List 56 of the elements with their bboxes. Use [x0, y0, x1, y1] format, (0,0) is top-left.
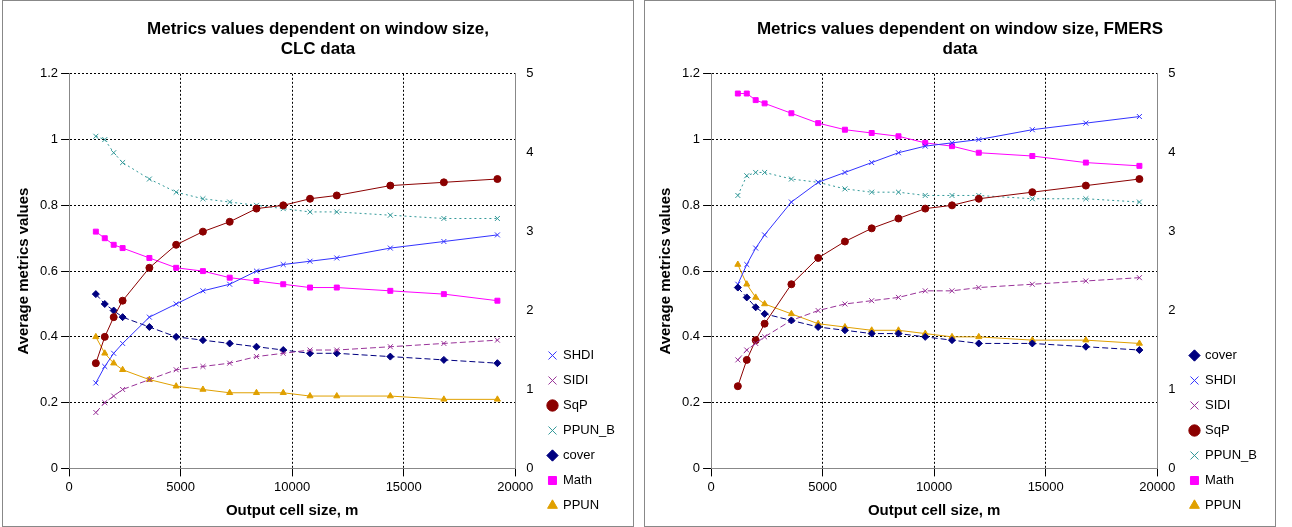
x-axis-title: Output cell size, m: [867, 501, 1001, 519]
x-tick-label: 20000: [1139, 478, 1176, 494]
y-tick-label: 1.2: [39, 65, 59, 81]
y-axis-title: Average metrics values: [656, 187, 674, 355]
y-axis-title: Average metrics values: [14, 187, 32, 355]
legend-label: cover: [1204, 347, 1238, 363]
y-tick-label: 0: [50, 459, 59, 475]
y2-tick-label: 1: [1168, 381, 1176, 397]
y-tick-label: 0.2: [39, 394, 59, 410]
y-tick-label: 0.4: [39, 328, 59, 344]
legend-label: SIDI: [1204, 397, 1231, 413]
x-tick-label: 15000: [385, 478, 422, 494]
x-tick-label: 15000: [1027, 478, 1064, 494]
chart-title: Metrics values dependent on window size, CLC data: [147, 18, 489, 59]
legend-label: PPUN: [562, 497, 600, 513]
y2-tick-label: 5: [526, 65, 534, 81]
y-tick-label: 0.6: [39, 262, 59, 278]
y-tick-label: 0.4: [681, 328, 701, 344]
y2-tick-label: 3: [1168, 223, 1176, 239]
legend-label: SIDI: [562, 372, 589, 388]
y2-tick-label: 0: [526, 459, 534, 475]
legend-label: cover: [562, 447, 596, 463]
legend-label: Math: [1204, 472, 1234, 488]
legend-label: SqP: [562, 397, 588, 413]
legend-label: Math: [562, 472, 592, 488]
x-tick-label: 0: [65, 478, 73, 494]
x-tick-label: 5000: [166, 478, 196, 494]
legend-label: PPUN: [1204, 497, 1242, 513]
y-tick-label: 0: [692, 459, 701, 475]
y2-tick-label: 2: [1168, 302, 1176, 318]
y2-tick-label: 4: [526, 144, 534, 160]
legend-label: SHDI: [1204, 372, 1237, 388]
y2-tick-label: 5: [1168, 65, 1176, 81]
legend-label: PPUN_B: [562, 422, 616, 438]
y2-tick-label: 0: [1168, 459, 1176, 475]
x-tick-label: 10000: [274, 478, 311, 494]
x-tick-label: 0: [707, 478, 715, 494]
y-tick-label: 0.6: [681, 262, 701, 278]
y2-tick-label: 2: [526, 302, 534, 318]
y-tick-label: 1: [692, 131, 701, 147]
y-tick-label: 0.2: [681, 394, 701, 410]
chart-title: Metrics values dependent on window size, FMERS data: [756, 18, 1164, 59]
legend-label: SHDI: [562, 347, 595, 363]
y2-tick-label: 4: [1168, 144, 1176, 160]
y2-tick-label: 3: [526, 223, 534, 239]
y2-tick-label: 1: [526, 381, 534, 397]
x-tick-label: 5000: [808, 478, 838, 494]
x-tick-label: 10000: [916, 478, 953, 494]
x-tick-label: 20000: [497, 478, 534, 494]
y-tick-label: 0.8: [39, 196, 59, 212]
y-tick-label: 1.2: [681, 65, 701, 81]
y-tick-label: 1: [50, 131, 59, 147]
legend-label: SqP: [1204, 422, 1230, 438]
x-axis-title: Output cell size, m: [225, 501, 359, 519]
y-tick-label: 0.8: [681, 196, 701, 212]
legend-label: PPUN_B: [1204, 447, 1258, 463]
